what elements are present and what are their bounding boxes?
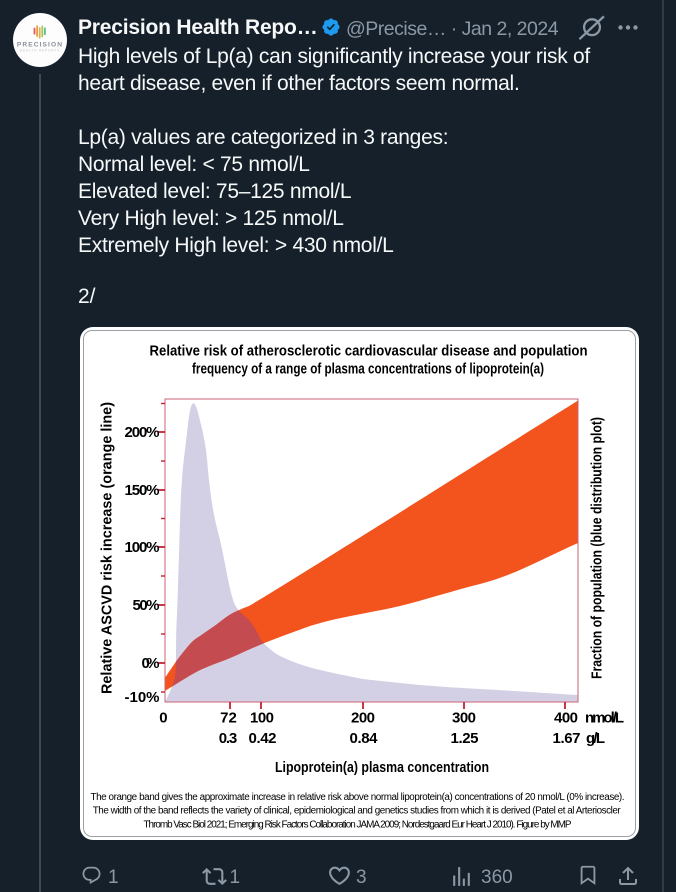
svg-text:nmol/L: nmol/L (585, 710, 624, 727)
svg-text:200: 200 (351, 710, 375, 727)
svg-text:1.67: 1.67 (553, 730, 581, 747)
svg-text:Thromb Vasc Biol 2021; Emergin: Thromb Vasc Biol 2021; Emerging Risk Fac… (144, 820, 572, 831)
svg-text:0.42: 0.42 (249, 730, 277, 747)
svg-text:-10%: -10% (125, 689, 160, 706)
svg-text:Relative ASCVD risk increase (: Relative ASCVD risk increase (orange lin… (99, 402, 116, 694)
svg-text:400: 400 (554, 710, 578, 727)
svg-text:0: 0 (159, 710, 167, 727)
svg-text:200%: 200% (125, 424, 160, 441)
svg-text:300: 300 (452, 710, 476, 727)
svg-text:frequency of a range of plasma: frequency of a range of plasma concentra… (192, 360, 544, 377)
svg-text:1.25: 1.25 (451, 730, 479, 747)
svg-text:150%: 150% (125, 482, 160, 499)
svg-text:PRECISION: PRECISION (17, 42, 63, 49)
svg-text:HEALTH REPORTS: HEALTH REPORTS (20, 49, 60, 53)
svg-text:Relative risk of atherosclerot: Relative risk of atherosclerotic cardiov… (150, 343, 588, 360)
svg-text:The orange band gives the appr: The orange band gives the approximate in… (91, 792, 625, 803)
svg-text:Fraction of population (blue d: Fraction of population (blue distributio… (589, 417, 606, 679)
svg-text:100: 100 (250, 710, 274, 727)
svg-text:0%: 0% (142, 655, 160, 672)
svg-text:72: 72 (220, 710, 237, 727)
svg-text:The width of the band reflects: The width of the band reflects the varie… (93, 806, 622, 817)
svg-text:Lipoprotein(a) plasma concentr: Lipoprotein(a) plasma concentration (275, 759, 489, 776)
svg-text:0.84: 0.84 (350, 730, 379, 747)
svg-text:100%: 100% (125, 539, 160, 556)
svg-text:0.3: 0.3 (219, 730, 238, 747)
svg-text:g/L: g/L (586, 730, 605, 747)
svg-text:50%: 50% (133, 597, 160, 614)
